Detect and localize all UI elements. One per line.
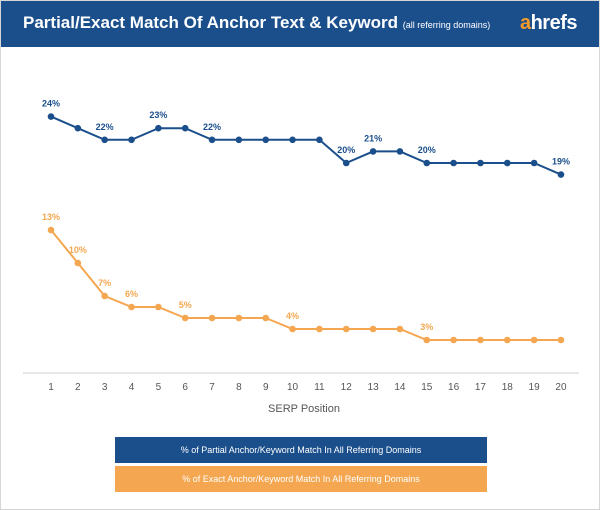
series-1-data-label-7: 3% [420, 322, 433, 332]
series-1-point-20 [557, 336, 565, 344]
x-tick-label-15: 15 [421, 382, 433, 393]
x-tick-label-4: 4 [129, 382, 135, 393]
x-tick-label-16: 16 [448, 382, 460, 393]
series-0-point-6 [181, 124, 189, 132]
series-1-point-2 [74, 259, 82, 267]
x-tick-label-7: 7 [209, 382, 215, 393]
series-1-point-19 [530, 336, 538, 344]
series-1-data-label-5: 5% [179, 300, 192, 310]
series-0-data-label-8: 19% [552, 157, 570, 167]
header-bar: Partial/Exact Match Of Anchor Text & Key… [1, 1, 599, 47]
series-1-point-16 [450, 336, 457, 344]
series-1-point-4 [128, 303, 135, 311]
series-0-data-label-2: 22% [96, 122, 114, 132]
x-tick-label-12: 12 [341, 382, 353, 393]
series-0-point-18 [503, 159, 511, 167]
series-1-point-7 [208, 314, 216, 322]
x-tick-label-19: 19 [529, 382, 541, 393]
x-tick-label-10: 10 [287, 382, 299, 393]
series-1-point-6 [181, 314, 189, 322]
x-tick-label-14: 14 [394, 382, 406, 393]
x-tick-label-20: 20 [555, 382, 567, 393]
legend-exact-match: % of Exact Anchor/Keyword Match In All R… [115, 466, 487, 492]
logo-first-letter: a [519, 12, 531, 34]
series-0-point-2 [74, 124, 82, 132]
series-0-data-label-5: 20% [337, 145, 355, 155]
x-tick-label-9: 9 [263, 382, 269, 393]
series-0-line [50, 115, 562, 176]
series-0-point-14 [396, 148, 404, 155]
series-0-data-label-3: 23% [149, 110, 167, 120]
series-0-point-7 [208, 136, 216, 144]
series-0-point-16 [450, 159, 457, 167]
series-0-data-label-6: 21% [364, 133, 382, 143]
series-0-point-4 [128, 136, 135, 144]
chart-title: Partial/Exact Match Of Anchor Text & Key… [23, 13, 490, 33]
series-1-data-label-3: 7% [98, 278, 111, 288]
series-1-data-label-6: 4% [286, 311, 299, 321]
series-0-point-19 [530, 159, 538, 167]
x-tick-label-8: 8 [236, 382, 242, 393]
series-1-line [50, 229, 561, 341]
x-axis-title: SERP Position [268, 403, 340, 415]
chart-subtitle: (all referring domains) [402, 20, 491, 30]
x-tick-label-17: 17 [475, 382, 487, 393]
series-1-point-17 [477, 336, 484, 344]
series-1-data-label-1: 13% [42, 212, 60, 222]
legend-partial-match: % of Partial Anchor/Keyword Match In All… [115, 437, 487, 463]
x-tick-label-3: 3 [102, 382, 108, 393]
series-1-point-1 [47, 226, 55, 234]
x-tick-label-11: 11 [314, 382, 325, 393]
series-1-point-13 [369, 325, 377, 333]
series-1-point-15 [423, 336, 431, 344]
x-tick-label-6: 6 [182, 382, 188, 393]
x-tick-label-13: 13 [368, 382, 380, 393]
logo-rest: hrefs [530, 12, 578, 34]
series-1-data-label-2: 10% [69, 245, 87, 255]
series-0-point-12 [342, 159, 350, 167]
series-0-point-1 [47, 113, 55, 120]
series-0-point-17 [477, 159, 484, 167]
series-1-point-11 [316, 325, 323, 333]
series-0-data-label-1: 24% [42, 99, 60, 109]
series-1-point-14 [396, 325, 404, 333]
series-1-data-label-4: 6% [125, 289, 138, 299]
series-1-point-9 [262, 314, 270, 322]
x-tick-label-1: 1 [48, 382, 54, 393]
series-0-point-5 [155, 124, 162, 132]
series-1-point-5 [155, 303, 162, 311]
series-0-data-label-7: 20% [418, 145, 436, 155]
series-0-point-15 [423, 159, 431, 167]
series-0-data-label-4: 22% [203, 122, 221, 132]
series-0-point-10 [289, 136, 296, 144]
x-tick-label-2: 2 [75, 382, 81, 393]
series-0-point-9 [262, 136, 270, 144]
series-0-point-3 [101, 136, 108, 144]
series-0-point-8 [235, 136, 243, 144]
series-1-point-12 [342, 325, 350, 333]
ahrefs-logo: ahrefs [519, 12, 578, 35]
series-0-point-13 [369, 148, 377, 155]
series-1-point-8 [235, 314, 243, 322]
series-1-point-10 [289, 325, 296, 333]
x-tick-label-5: 5 [156, 382, 162, 393]
series-0-point-11 [316, 136, 323, 144]
x-tick-label-18: 18 [502, 382, 514, 393]
chart-title-text: Partial/Exact Match Of Anchor Text & Key… [23, 13, 399, 32]
series-0-point-20 [557, 171, 565, 178]
series-1-point-3 [101, 292, 108, 300]
series-1-point-18 [503, 336, 511, 344]
